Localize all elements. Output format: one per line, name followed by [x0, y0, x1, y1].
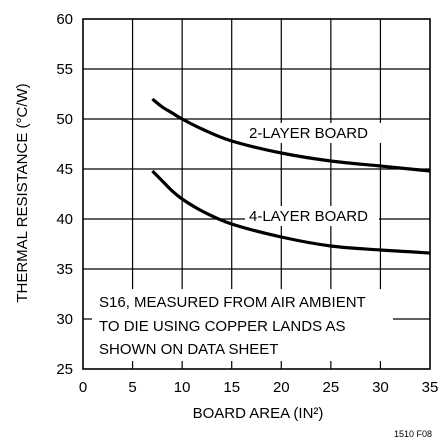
- y-tick-label: 55: [56, 61, 73, 78]
- y-tick-label: 35: [56, 261, 73, 278]
- x-tick-label: 35: [422, 379, 439, 396]
- annotation-mask: [92, 289, 393, 361]
- series-label-2-layer-board: 2-LAYER BOARD: [249, 125, 368, 142]
- y-tick-label: 25: [56, 361, 73, 378]
- x-tick-label: 25: [323, 379, 340, 396]
- x-tick-label: 30: [372, 379, 389, 396]
- y-tick-label: 60: [56, 11, 73, 28]
- series-label-mask: [245, 123, 381, 143]
- x-tick-label: 20: [273, 379, 290, 396]
- x-axis-title: BOARD AREA (IN²): [193, 405, 324, 422]
- series-lines: [151, 97, 431, 255]
- annotation-line-3: SHOWN ON DATA SHEET: [99, 341, 278, 358]
- series-line-2-layer-board: [151, 97, 431, 173]
- x-tick-label: 0: [79, 379, 87, 396]
- label-masks: [92, 123, 393, 361]
- y-tick-label: 30: [56, 311, 73, 328]
- series-label-4-layer-board: 4-LAYER BOARD: [249, 208, 368, 225]
- y-axis-title: THERMAL RESISTANCE (°C/W): [14, 83, 31, 302]
- x-tick-label: 15: [223, 379, 240, 396]
- y-tick-label: 40: [56, 211, 73, 228]
- annotation-text: S16, MEASURED FROM AIR AMBIENT TO DIE US…: [99, 294, 366, 358]
- series-label-mask: [245, 206, 379, 226]
- annotation-line-2: TO DIE USING COPPER LANDS AS: [99, 318, 345, 335]
- x-tick-labels: 0 5 10 15 20 25 30 35: [79, 379, 439, 396]
- x-tick-label: 10: [174, 379, 191, 396]
- y-tick-label: 45: [56, 161, 73, 178]
- series-line-4-layer-board: [151, 169, 431, 255]
- x-tick-label: 5: [128, 379, 136, 396]
- y-tick-labels: 25 30 35 40 45 50 55 60: [56, 11, 73, 378]
- y-tick-label: 50: [56, 111, 73, 128]
- annotation-line-1: S16, MEASURED FROM AIR AMBIENT: [99, 294, 366, 311]
- plot-border: [82, 18, 431, 370]
- figure-id: 1510 F08: [394, 429, 432, 439]
- plot-frame: [82, 18, 431, 370]
